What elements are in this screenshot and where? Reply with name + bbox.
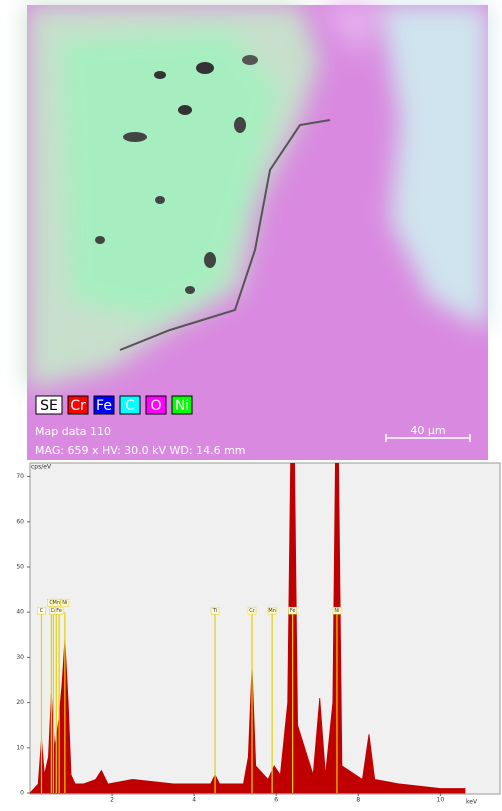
- map-caption: Map data 110: [35, 425, 111, 438]
- x-tick-label: 4: [192, 797, 196, 804]
- y-tick-label: 40: [16, 609, 24, 616]
- map-info: MAG: 659 x HV: 30.0 kV WD: 14.6 mm: [35, 444, 246, 457]
- x-tick-label: 2: [110, 797, 114, 804]
- y-tick-label: 70: [16, 473, 24, 480]
- legend-label: Ni: [175, 398, 189, 414]
- x-tick-label: 8: [356, 797, 360, 804]
- legend-label: SE: [40, 398, 58, 414]
- scale-label: 40 µm: [410, 424, 445, 437]
- legend-label: Fe: [96, 398, 112, 414]
- element-map: [27, 5, 488, 460]
- marker-label: Ni: [334, 608, 339, 614]
- y-tick-label: 20: [16, 699, 24, 706]
- x-tick-label: 10: [437, 797, 445, 804]
- legend-label: Cr: [70, 398, 86, 414]
- legend-label: C: [125, 398, 135, 414]
- x-tick-label: 6: [274, 797, 278, 804]
- marker-label: Fe: [290, 608, 296, 614]
- marker-label: Ti: [212, 608, 217, 614]
- y-tick-label: 30: [16, 654, 24, 661]
- marker-label: C: [40, 608, 44, 614]
- y-tick-label: 50: [16, 563, 24, 570]
- x-axis-label: keV: [466, 799, 478, 806]
- page: {"map": {"legend": ["SE", "Cr", "Fe", "C…: [0, 0, 502, 807]
- figure: SECrFeCONi Map data 110 MAG: 659 x HV: 3…: [0, 0, 502, 807]
- y-tick-label: 0: [20, 790, 24, 797]
- legend-label: O: [150, 398, 161, 414]
- y-tick-label: 10: [16, 744, 24, 751]
- marker-label: Fe: [56, 608, 62, 614]
- marker-label: Ni: [62, 600, 67, 606]
- y-tick-label: 60: [16, 518, 24, 525]
- marker-label: Mn: [53, 600, 60, 606]
- marker-label: Mn: [268, 608, 275, 614]
- plot-area: [30, 463, 500, 794]
- marker-label: Cr: [249, 608, 255, 614]
- y-axis-label: cps/eV: [31, 464, 52, 471]
